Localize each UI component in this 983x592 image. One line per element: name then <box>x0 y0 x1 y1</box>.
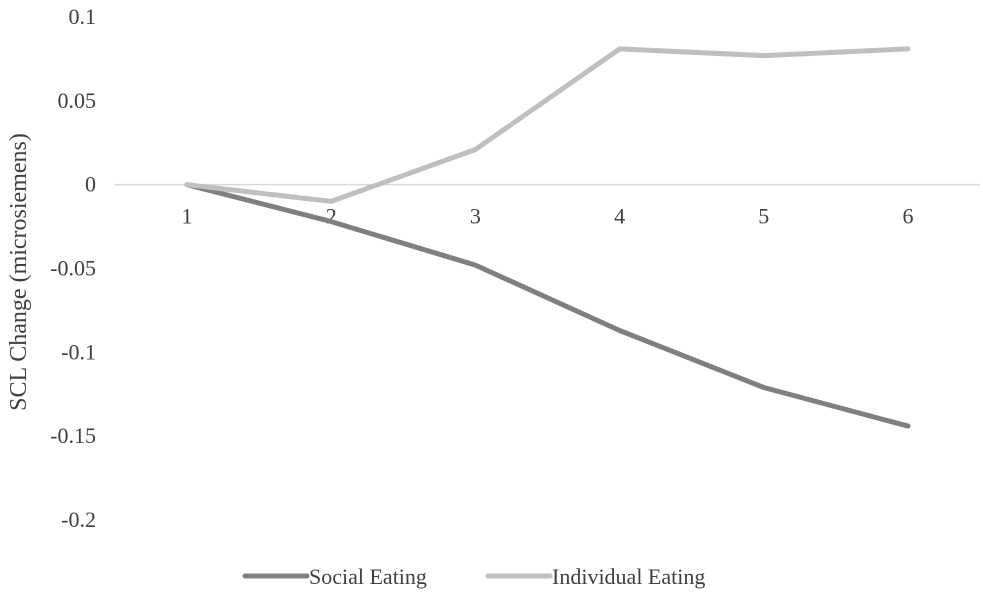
legend-label-individual-eating: Individual Eating <box>552 564 705 589</box>
y-tick-label: -0.2 <box>61 507 96 532</box>
legend-label-social-eating: Social Eating <box>309 564 427 589</box>
x-tick-labels: 1 2 3 4 5 6 <box>182 204 914 229</box>
series-line-individual-eating <box>184 46 911 204</box>
x-tick-label: 1 <box>182 204 193 229</box>
x-tick-label: 5 <box>758 204 769 229</box>
y-tick-label: -0.15 <box>50 423 96 448</box>
y-axis-title: SCL Change (microsiemens) <box>6 133 32 411</box>
series-lines <box>184 46 911 429</box>
y-tick-label: -0.05 <box>50 256 96 281</box>
legend: Social Eating Individual Eating <box>242 564 705 589</box>
series-line-social-eating <box>184 182 911 429</box>
x-tick-label: 4 <box>614 204 625 229</box>
y-tick-labels: 0.1 0.05 0 -0.05 -0.1 -0.15 -0.2 <box>50 4 96 532</box>
y-tick-label: -0.1 <box>61 339 96 364</box>
x-tick-label: 6 <box>903 204 914 229</box>
x-tick-label: 2 <box>326 204 337 229</box>
x-tick-label: 3 <box>470 204 481 229</box>
y-tick-label: 0 <box>85 172 96 197</box>
y-tick-label: 0.05 <box>58 88 97 113</box>
y-tick-label: 0.1 <box>69 4 97 29</box>
